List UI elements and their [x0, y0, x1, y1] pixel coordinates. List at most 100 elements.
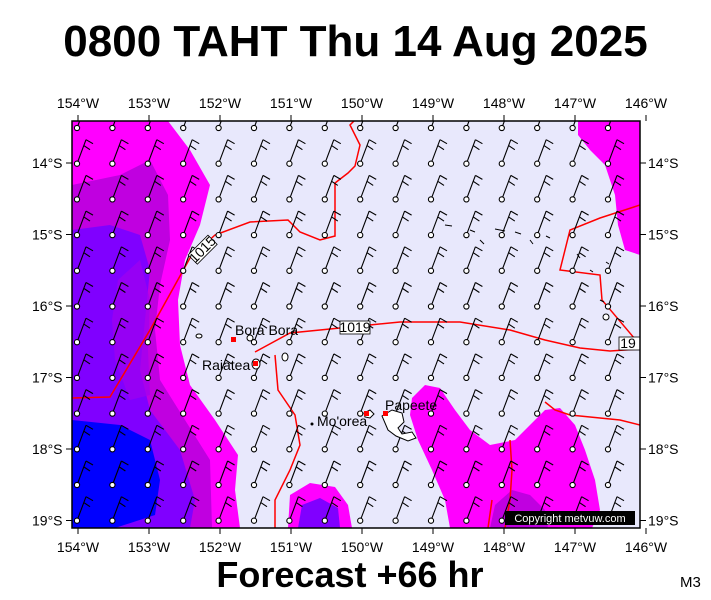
lon-label-bottom: 147°W	[554, 539, 597, 555]
wind-barb	[144, 246, 165, 274]
wind-barb	[569, 210, 589, 239]
lon-label-top: 149°W	[412, 95, 455, 111]
axis-labels: 154°W 154°W 153°W 153°W 152°W 152°W 151°W 151°W…	[32, 95, 679, 555]
wind-barb	[534, 389, 554, 417]
wind-barb	[109, 121, 116, 132]
wind-barb	[73, 246, 94, 274]
wind-barb	[250, 282, 271, 310]
forecast-label: Forecast +66 hr	[216, 554, 484, 595]
wind-barb	[109, 460, 129, 489]
wind-barb	[357, 246, 377, 274]
wind-barb	[180, 282, 200, 310]
precip-east-light	[410, 385, 600, 528]
wind-barb	[534, 121, 541, 132]
wind-barb	[427, 174, 448, 203]
wind-barb	[604, 353, 625, 382]
wind-barb	[144, 139, 165, 167]
wind-barb	[144, 424, 165, 453]
lat-label-left: 14°S	[32, 155, 63, 171]
wind-barb	[534, 282, 554, 310]
wind-barbs	[73, 121, 660, 524]
wind-barb	[250, 210, 271, 239]
wind-barb	[180, 139, 200, 167]
wind-barb	[498, 460, 519, 489]
wind-barb	[357, 424, 377, 453]
tuamotu-atolls	[444, 224, 610, 303]
wind-barb	[534, 139, 554, 167]
wind-barb	[180, 210, 200, 239]
isobar-1019-west	[274, 354, 301, 528]
wind-barb	[215, 496, 235, 524]
wind-barb	[215, 282, 235, 310]
wind-barb	[604, 210, 625, 239]
lat-label-right: 16°S	[648, 298, 679, 314]
place-label-moorea: Mo'orea	[317, 413, 367, 429]
lat-label-left: 19°S	[32, 513, 63, 529]
isobar-label-1019: 1019	[339, 319, 370, 335]
wind-barb	[392, 139, 412, 167]
wind-barb	[569, 139, 589, 167]
wind-barb	[392, 353, 412, 382]
wind-barb	[109, 496, 129, 524]
lat-label-left: 16°S	[32, 298, 63, 314]
wind-barb	[144, 317, 165, 346]
wind-barb	[250, 246, 271, 274]
lon-label-bottom: 152°W	[199, 539, 242, 555]
wind-barb	[357, 282, 377, 310]
wind-barb	[321, 460, 342, 489]
wind-barb	[180, 317, 200, 346]
wind-barb	[463, 496, 483, 524]
wind-barb	[73, 139, 94, 167]
lon-label-top: 148°W	[483, 95, 526, 111]
wind-barb	[357, 353, 377, 382]
wind-barb	[73, 282, 94, 310]
wind-barb	[73, 210, 94, 239]
wind-barb	[569, 317, 589, 346]
precip-northeast-light	[578, 121, 640, 255]
wind-barb	[250, 317, 271, 346]
wind-barb	[641, 175, 660, 202]
lon-label-top: 146°W	[625, 95, 668, 111]
wind-barb	[427, 424, 448, 453]
wind-barb	[321, 210, 342, 239]
wind-barb	[250, 389, 271, 417]
wind-barb	[286, 424, 306, 453]
wind-barb	[463, 317, 483, 346]
isobar-label-1019-text: 1019	[339, 319, 370, 335]
lat-label-right: 17°S	[648, 370, 679, 386]
wind-barb	[534, 424, 554, 453]
wind-barb	[427, 496, 448, 524]
lon-label-top: 152°W	[199, 95, 242, 111]
wind-barb	[73, 317, 94, 346]
wind-barb	[498, 282, 519, 310]
islands	[195, 224, 610, 442]
wind-barb	[604, 317, 625, 346]
lon-label-bottom: 154°W	[57, 539, 100, 555]
wind-barb	[498, 174, 519, 203]
wind-barb	[250, 424, 271, 453]
wind-barb	[73, 424, 94, 453]
lat-label-left: 17°S	[32, 370, 63, 386]
wind-barb	[569, 174, 589, 203]
chart-title: 0800 TAHT Thu 14 Aug 2025	[63, 17, 648, 66]
model-code: M3	[680, 574, 701, 591]
wind-barb	[180, 174, 200, 203]
wind-barb	[427, 210, 448, 239]
wind-barb	[498, 139, 519, 167]
wind-barb	[321, 246, 342, 274]
wind-barb	[321, 496, 342, 524]
wind-barb	[109, 424, 129, 453]
wind-barb	[109, 174, 129, 203]
wind-barb	[498, 121, 506, 132]
wind-barb	[109, 246, 129, 274]
wind-barb	[427, 121, 435, 132]
wind-barb	[180, 460, 200, 489]
lon-label-top: 154°W	[57, 95, 100, 111]
wind-barb	[215, 246, 235, 274]
wind-barb	[73, 174, 94, 203]
wind-barb	[569, 389, 589, 417]
precip-south-medium	[298, 498, 340, 528]
lat-label-right: 18°S	[648, 441, 679, 457]
wind-barb	[286, 496, 306, 524]
wind-barb	[321, 282, 342, 310]
